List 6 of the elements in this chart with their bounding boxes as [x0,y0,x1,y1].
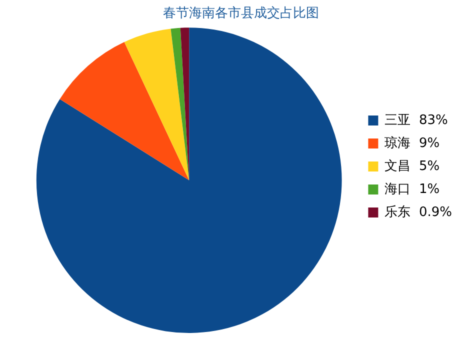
legend-label: 三亚 83% [384,112,448,128]
legend-label: 乐东 0.9% [384,204,452,220]
legend-label: 文昌 5% [384,158,440,174]
legend-label: 琼海 9% [384,134,440,151]
legend-label: 海口 1% [384,182,440,197]
chart-title: 春节海南各市县成交占比图 [163,5,319,22]
